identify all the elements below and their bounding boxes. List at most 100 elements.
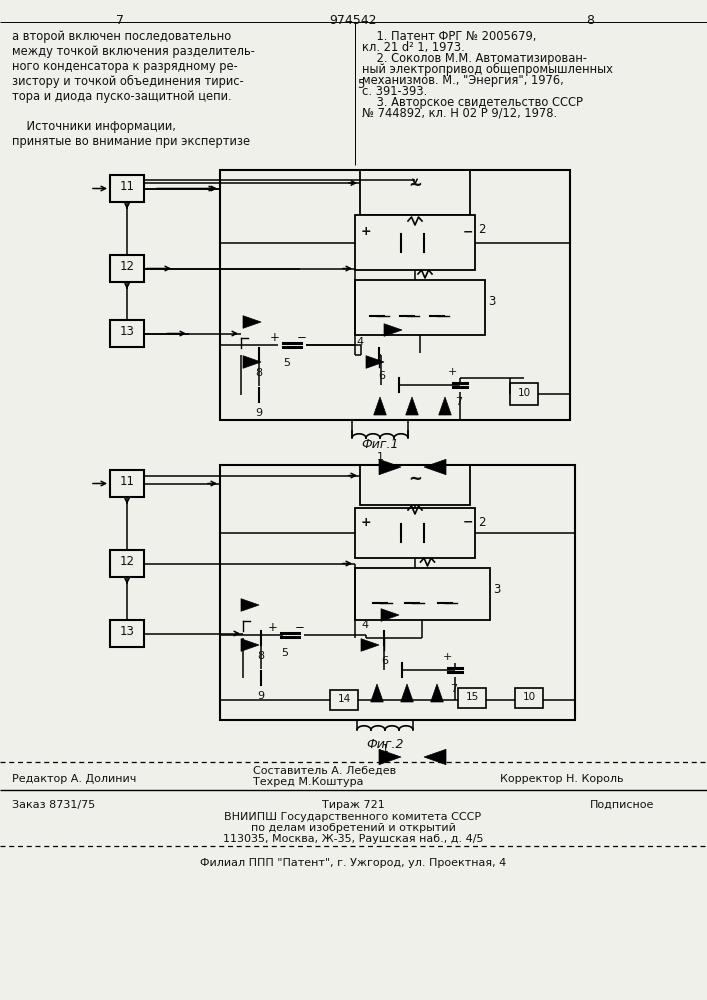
Polygon shape xyxy=(379,749,401,765)
Text: Подписное: Подписное xyxy=(590,800,655,810)
Bar xyxy=(355,215,475,270)
Text: −: − xyxy=(463,225,474,238)
Text: 1. Патент ФРГ № 2005679,: 1. Патент ФРГ № 2005679, xyxy=(362,30,537,43)
Text: 5: 5 xyxy=(281,648,288,658)
Polygon shape xyxy=(370,684,383,702)
Text: 3: 3 xyxy=(488,295,496,308)
Bar xyxy=(220,465,575,720)
Bar xyxy=(355,568,490,620)
Text: 113035, Москва, Ж-35, Раушская наб., д. 4/5: 113035, Москва, Ж-35, Раушская наб., д. … xyxy=(223,834,484,844)
Polygon shape xyxy=(241,639,259,651)
Text: 6: 6 xyxy=(378,371,385,381)
Text: по делам изобретений и открытий: по делам изобретений и открытий xyxy=(250,823,455,833)
Text: 9: 9 xyxy=(255,408,262,418)
Text: механизмов. М., "Энергия", 1976,: механизмов. М., "Энергия", 1976, xyxy=(362,74,563,87)
Text: 12: 12 xyxy=(119,555,134,568)
Polygon shape xyxy=(366,356,384,368)
Text: −: − xyxy=(297,331,307,344)
Bar xyxy=(110,320,144,347)
Text: кл. 21 d² 1, 1973.: кл. 21 d² 1, 1973. xyxy=(362,41,464,54)
Text: −: − xyxy=(463,516,474,529)
Bar xyxy=(355,508,475,558)
Text: +: + xyxy=(361,516,372,529)
Text: 7: 7 xyxy=(455,397,462,407)
Text: ный электропривод общепромышленных: ный электропривод общепромышленных xyxy=(362,63,613,76)
Bar xyxy=(355,280,485,335)
Bar xyxy=(515,688,543,708)
Text: с. 391-393.: с. 391-393. xyxy=(362,85,427,98)
Text: 12: 12 xyxy=(119,260,134,273)
Text: Тираж 721: Тираж 721 xyxy=(322,800,385,810)
Bar xyxy=(110,470,144,497)
Polygon shape xyxy=(406,397,419,415)
Polygon shape xyxy=(374,397,386,415)
Bar xyxy=(360,170,470,215)
Text: Корректор Н. Король: Корректор Н. Король xyxy=(500,774,624,784)
Text: Заказ 8731/75: Заказ 8731/75 xyxy=(12,800,95,810)
Bar xyxy=(110,550,144,577)
Polygon shape xyxy=(431,684,443,702)
Text: 11: 11 xyxy=(119,475,134,488)
Bar xyxy=(220,170,570,420)
Text: +: + xyxy=(443,652,452,662)
Text: 13: 13 xyxy=(119,625,134,638)
Bar xyxy=(330,690,358,710)
Text: 8: 8 xyxy=(255,368,262,378)
Text: 974542: 974542 xyxy=(329,14,377,27)
Text: а второй включен последовательно
между точкой включения разделитель-
ного конден: а второй включен последовательно между т… xyxy=(12,30,255,148)
Text: −: − xyxy=(295,621,305,634)
Text: 8: 8 xyxy=(257,651,264,661)
Text: ВНИИПШ Государственного комитета СССР: ВНИИПШ Государственного комитета СССР xyxy=(224,812,481,822)
Text: +: + xyxy=(361,225,372,238)
Text: 5: 5 xyxy=(357,78,364,91)
Text: +: + xyxy=(270,331,280,344)
Text: 8: 8 xyxy=(586,14,594,27)
Text: Редактор А. Долинич: Редактор А. Долинич xyxy=(12,774,136,784)
Text: 9: 9 xyxy=(257,691,264,701)
Text: Фиг.1: Фиг.1 xyxy=(361,438,399,451)
Polygon shape xyxy=(361,639,379,651)
Text: 4: 4 xyxy=(356,337,363,347)
Polygon shape xyxy=(439,397,451,415)
Text: ~: ~ xyxy=(408,470,422,488)
Text: 10: 10 xyxy=(518,388,530,398)
Text: 2: 2 xyxy=(478,223,486,236)
Polygon shape xyxy=(241,599,259,611)
Bar xyxy=(110,255,144,282)
Text: Составитель А. Лебедев: Составитель А. Лебедев xyxy=(253,766,396,776)
Text: +: + xyxy=(268,621,278,634)
Text: Филиал ППП "Патент", г. Ужгород, ул. Проектная, 4: Филиал ППП "Патент", г. Ужгород, ул. Про… xyxy=(200,858,506,868)
Text: 7: 7 xyxy=(116,14,124,27)
Polygon shape xyxy=(379,459,401,475)
Text: 4: 4 xyxy=(361,620,368,630)
Bar xyxy=(110,620,144,647)
Polygon shape xyxy=(381,609,399,621)
Text: 1: 1 xyxy=(377,452,383,462)
Text: 2. Соколов М.М. Автоматизирован-: 2. Соколов М.М. Автоматизирован- xyxy=(362,52,587,65)
Polygon shape xyxy=(424,749,446,765)
Text: 13: 13 xyxy=(119,325,134,338)
Polygon shape xyxy=(424,459,446,475)
Text: 6: 6 xyxy=(381,656,388,666)
Text: 5: 5 xyxy=(283,358,290,368)
Text: 2: 2 xyxy=(478,516,486,529)
Bar xyxy=(360,465,470,505)
Text: ~: ~ xyxy=(408,176,422,194)
Text: Техред М.Коштура: Техред М.Коштура xyxy=(253,777,363,787)
Text: 10: 10 xyxy=(522,692,536,702)
Text: 15: 15 xyxy=(465,692,479,702)
Text: 1: 1 xyxy=(382,744,389,754)
Polygon shape xyxy=(243,316,261,328)
Bar xyxy=(110,175,144,202)
Text: 11: 11 xyxy=(119,180,134,193)
Text: 3. Авторское свидетельство СССР: 3. Авторское свидетельство СССР xyxy=(362,96,583,109)
Text: № 744892, кл. Н 02 Р 9/12, 1978.: № 744892, кл. Н 02 Р 9/12, 1978. xyxy=(362,107,557,120)
Polygon shape xyxy=(384,324,402,336)
Text: +: + xyxy=(448,367,457,377)
Text: 7: 7 xyxy=(450,684,457,694)
Text: 14: 14 xyxy=(337,694,351,704)
Polygon shape xyxy=(401,684,414,702)
Text: Фиг.2: Фиг.2 xyxy=(366,738,404,751)
Polygon shape xyxy=(243,356,261,368)
Text: 3: 3 xyxy=(493,583,501,596)
